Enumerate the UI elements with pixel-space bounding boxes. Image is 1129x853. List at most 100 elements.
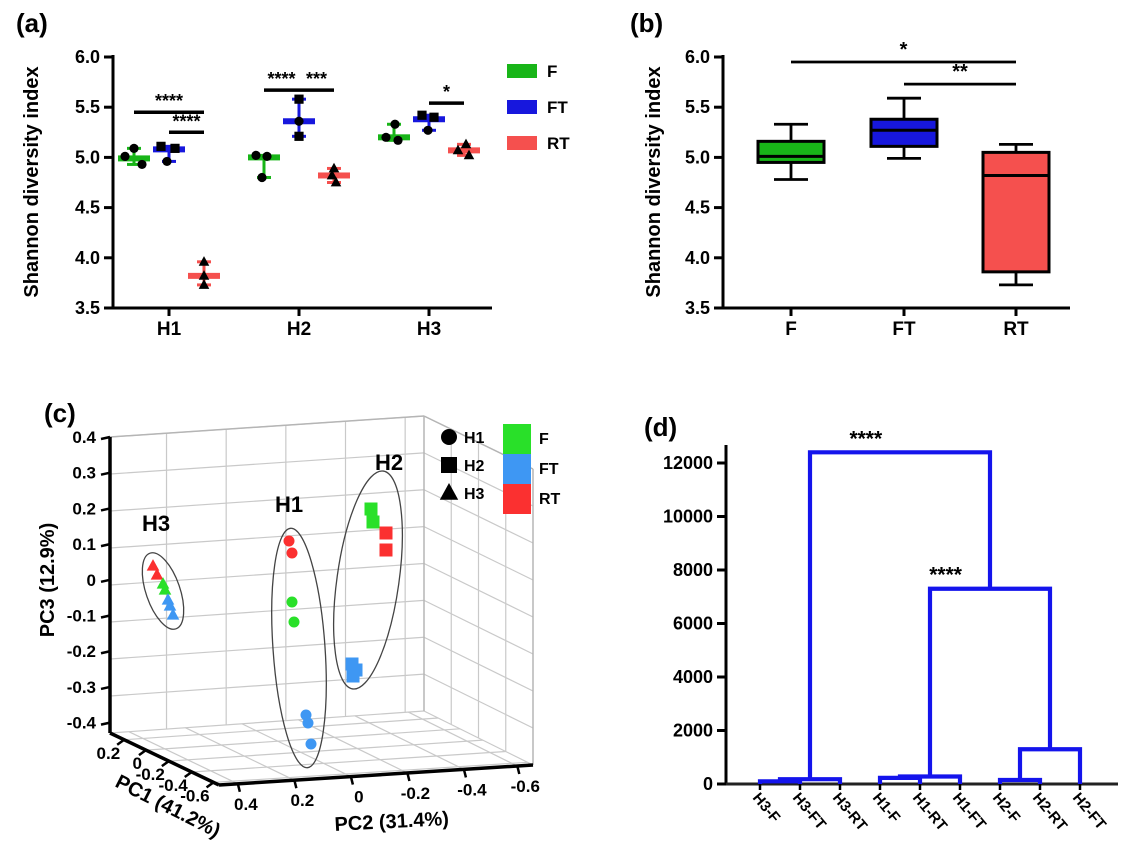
panel-a-y-axis-title: Shannon diversity index [21,66,43,297]
pc3-tick-label: -0.4 [67,714,97,733]
pca-point [346,669,360,683]
pca-point [302,717,314,729]
pc3-tick [100,435,111,441]
significance-stars: * [900,39,908,61]
panel-a-y-tick-label: 3.5 [75,298,100,318]
dendrogram-link [807,450,993,780]
pc2-tick-label: 0 [354,788,363,807]
pc2-tick-label: 0.4 [234,795,258,814]
pca-point [286,596,298,608]
pc3-tick-label: -0.2 [67,642,96,661]
data-point [162,156,172,167]
legend-label: FT [547,98,568,117]
pc3-tick [100,578,111,584]
pc2-tick [462,769,468,778]
data-point [198,270,210,280]
pc3-tick-label: 0 [87,571,96,590]
data-point [390,119,400,129]
legend-swatch [503,484,531,514]
pca-point [305,738,317,750]
floor-gridline [185,727,295,781]
data-point [170,143,180,153]
floor-gridline [408,711,518,767]
panel-a-label: (a) [16,8,48,38]
leaf-label: H3-FT [789,790,829,833]
cluster-ellipse [141,552,185,630]
significance-stars: * [443,82,450,102]
leaf-label: H2-FT [1069,790,1109,833]
pc1-tick-label: 0 [133,754,142,773]
data-point [381,132,391,142]
data-point [137,159,147,170]
significance-stars: ** [952,61,968,83]
significance-stars: **** [929,564,963,587]
leaf-label: H3-RT [829,790,870,835]
data-point [294,94,304,104]
cluster-label: H2 [375,450,403,475]
panel-a-y-tick-label: 5.5 [75,97,100,117]
panel-d-y-tick-label: 2000 [673,721,713,741]
panel-b-y-tick-label: 3.5 [685,298,710,318]
panel-d-y-tick-label: 10000 [663,507,713,527]
data-point [294,116,304,126]
pc2-tick [406,772,411,782]
pca-point [379,543,393,557]
pca-point [163,599,177,611]
pc1-axis [109,731,220,787]
floor-gridline [168,739,483,762]
wall-gridline [109,526,425,549]
floor-gridline [124,717,439,741]
panel-a-x-tick-label: H2 [287,319,311,340]
wall-gridline [109,489,425,512]
panel-a-y-tick-label: 4.0 [75,248,100,268]
pc2-tick [236,783,242,793]
panel-b-y-tick-label: 5.0 [685,147,710,167]
circle-legend-icon [441,429,457,445]
pc2-axis [218,763,534,787]
data-point [328,162,340,173]
cluster-label: H3 [142,511,170,536]
pc2-tick [293,779,298,789]
data-point [251,150,261,160]
floor-gridline [354,715,465,770]
significance-stars: *** [306,69,327,89]
data-point [129,143,139,153]
cluster-label: H1 [275,492,303,517]
wall-gridline [109,452,425,475]
box [756,139,826,164]
data-point [257,172,267,183]
pc3-axis-title: PC3 (12.9%) [37,523,59,638]
data-point [120,151,130,161]
shape-legend-label: H3 [464,486,485,503]
significance-stars: **** [172,111,200,131]
data-point [417,110,427,120]
panel-b-y-tick-label: 4.0 [685,248,710,268]
floor-gridline [145,728,461,751]
panel-a-y-tick-label: 4.5 [75,198,100,218]
pca-point [158,583,172,595]
pca-point [166,608,180,620]
pc1-tick-label: 0.2 [97,744,121,763]
wall-gridline [109,673,425,697]
legend-swatch [507,136,537,150]
color-legend-label: FT [539,461,559,478]
pca-point [286,547,298,559]
legend-swatch [503,424,531,454]
pc1-tick-label: -0.4 [158,776,188,795]
panel-a-y-tick-label: 5.0 [75,147,100,167]
panel-b-y-tick-label: 4.5 [685,198,710,218]
pca-point [283,535,295,547]
pc2-tick-label: -0.6 [511,777,540,796]
pca-point [364,502,378,516]
legend-label: RT [547,134,570,153]
pc2-tick-label: 0.2 [291,791,315,810]
pc3-tick [100,721,111,726]
pc3-tick-label: -0.1 [67,607,96,626]
panel-b-label: (b) [630,8,664,38]
pca-point [379,526,393,540]
data-point [330,176,342,187]
legend-label: F [547,62,557,81]
legend-swatch [507,64,537,78]
floor-gridline [298,719,408,774]
